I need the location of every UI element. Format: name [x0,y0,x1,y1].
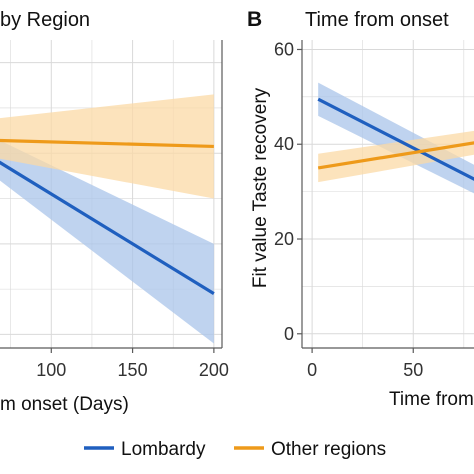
y-tick-label: 60 [274,39,294,59]
panel-a-confidence-bands [0,94,214,344]
x-tick-label: 50 [403,360,423,380]
series-line-other-regions [0,138,214,149]
y-tick-label: 40 [274,134,294,154]
panel-b-title: Time from onset [305,9,449,31]
panel-b-x-axis-label: Time from [389,389,474,410]
panel-b-lines [317,97,474,181]
x-tick-label: 200 [199,360,229,380]
x-tick-label: 0 [307,360,317,380]
panel-a-x-ticks: 100 150 200 [36,348,229,380]
panel-a-axes [0,40,223,349]
panel-a: 100 150 200 by Region m onset (Days) [0,9,229,415]
panel-a-title: by Region [0,9,90,31]
panel-a-x-axis-label: m onset (Days) [0,394,129,415]
y-tick-label: 20 [274,229,294,249]
panel-b-axes [301,40,474,349]
panel-b-letter: B [247,8,262,31]
panel-b-x-ticks: 0 50 [307,348,423,380]
panel-b-y-ticks: 0 20 40 60 [274,39,302,344]
legend-label-lombardy: Lombardy [121,439,206,460]
panel-b-y-axis-label: Fit value Taste recovery [250,87,271,288]
y-tick-label: 0 [284,324,294,344]
x-tick-label: 100 [36,360,66,380]
panel-b-grid [302,40,474,348]
series-line-lombardy [317,97,474,181]
series-line-other-regions [317,141,474,170]
legend-label-other-regions: Other regions [271,439,386,460]
series-line-lombardy [0,160,215,296]
legend: Lombardy Other regions [84,439,386,460]
confidence-band-other-regions [0,94,214,199]
x-tick-label: 150 [118,360,148,380]
confidence-band-lombardy [0,140,214,344]
panel-a-lines [0,138,215,296]
